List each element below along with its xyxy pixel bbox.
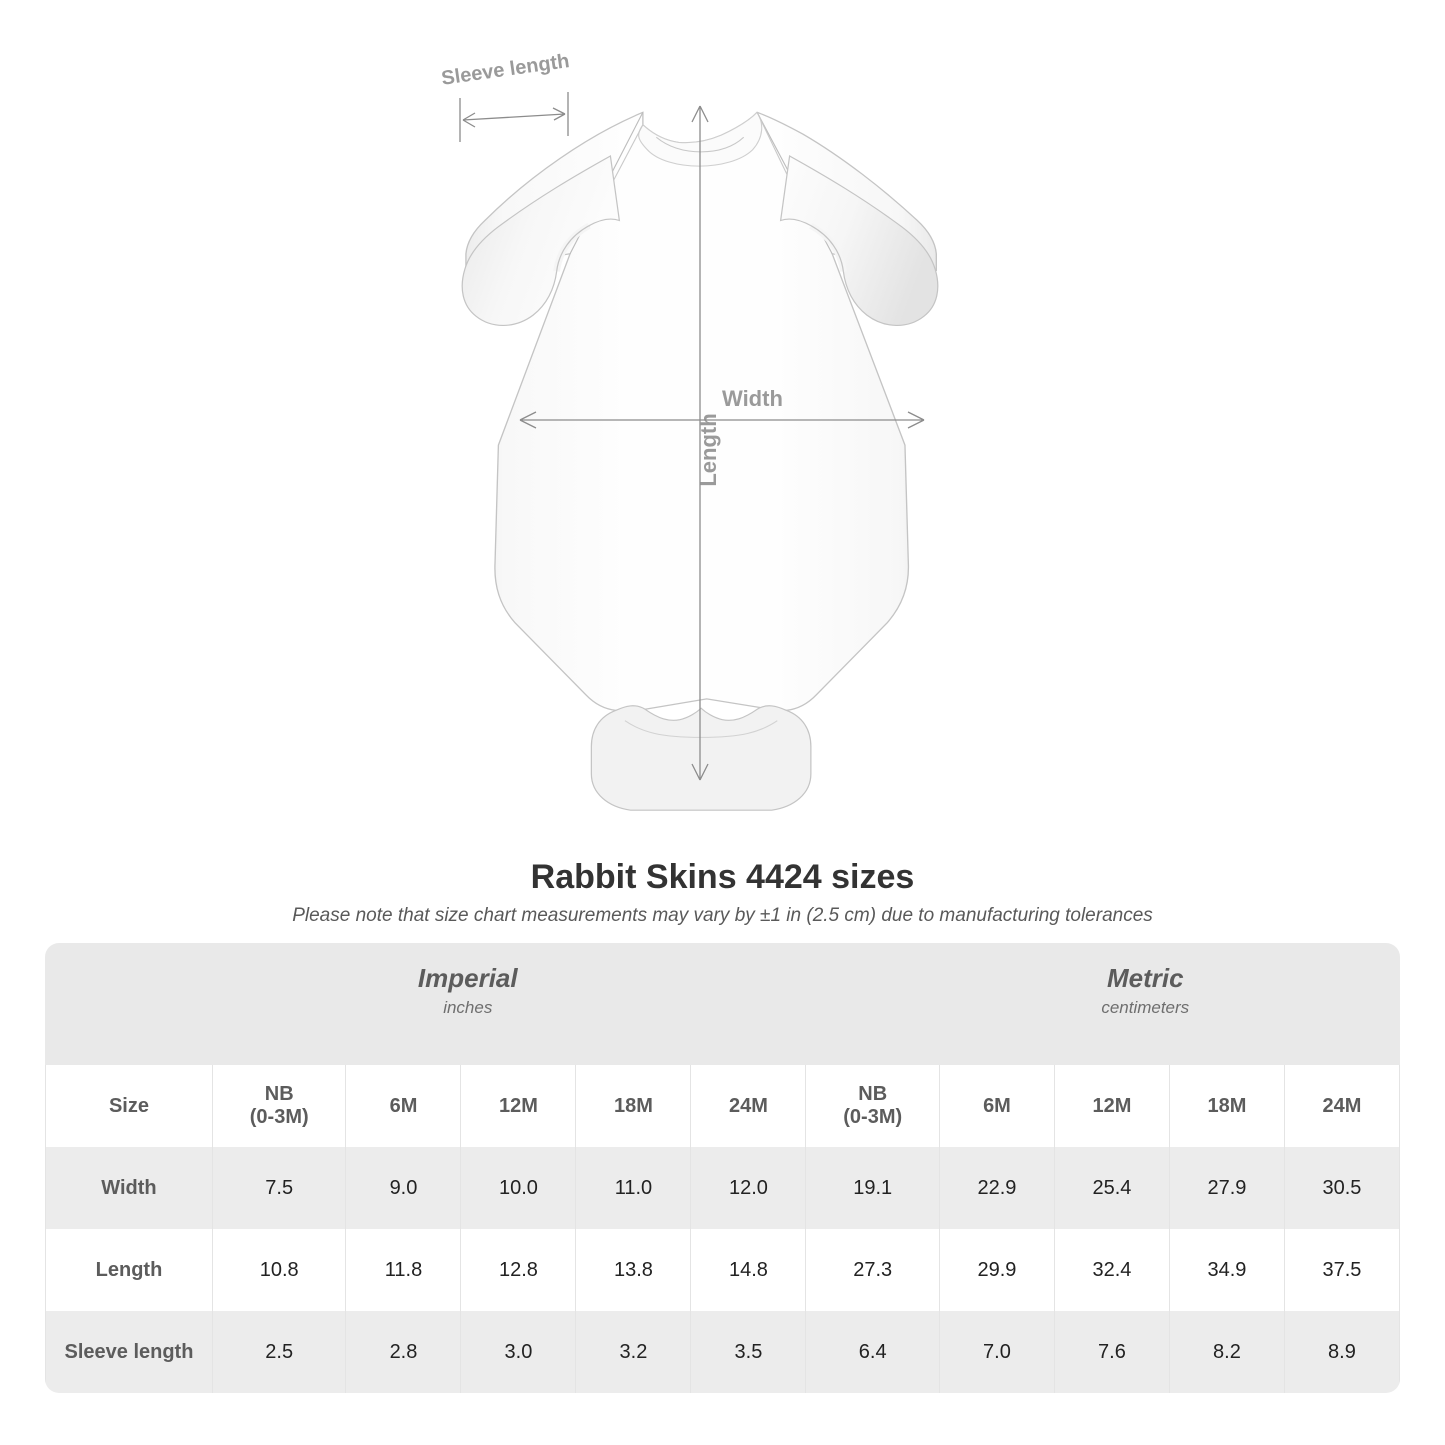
svg-text:Length: Length <box>696 413 721 486</box>
svg-text:Width: Width <box>722 386 783 411</box>
